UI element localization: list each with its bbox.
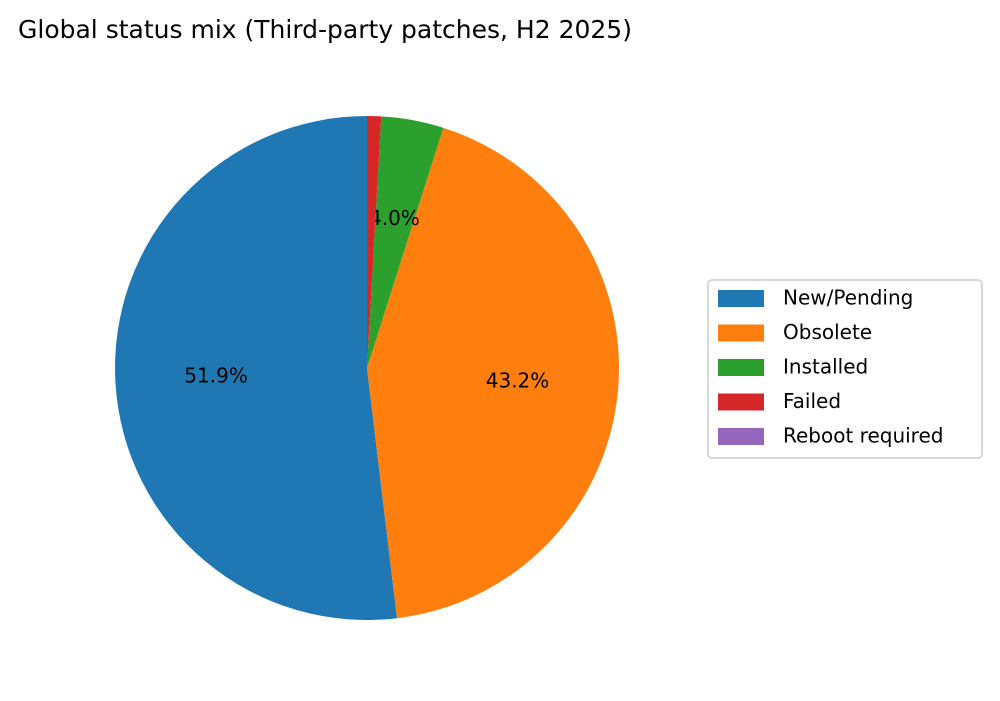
slice-label: 51.9% <box>184 364 248 388</box>
legend-label: Failed <box>783 389 841 413</box>
pie-slice <box>367 116 444 369</box>
pie-slice <box>115 116 398 620</box>
legend: New/Pending Obsolete Installed Failed Reboot… <box>707 279 983 459</box>
legend-label: Installed <box>783 355 868 379</box>
legend-label: Reboot required <box>783 424 943 448</box>
slice-label: 4.0% <box>369 206 420 230</box>
legend-swatch <box>718 324 764 342</box>
pie-slice <box>367 116 382 368</box>
legend-label: Obsolete <box>783 320 872 344</box>
legend-box <box>707 279 983 459</box>
chart-title: Global status mix (Third-party patches, … <box>18 15 632 44</box>
legend-swatch <box>718 393 764 411</box>
legend-swatch <box>718 359 764 376</box>
legend-swatch <box>718 290 764 307</box>
pie-slice <box>367 127 620 619</box>
pie: 51.9% 43.2% 4.0% <box>115 116 620 620</box>
legend-swatch <box>718 428 764 445</box>
slice-label: 43.2% <box>486 369 550 393</box>
legend-label: New/Pending <box>783 286 913 310</box>
